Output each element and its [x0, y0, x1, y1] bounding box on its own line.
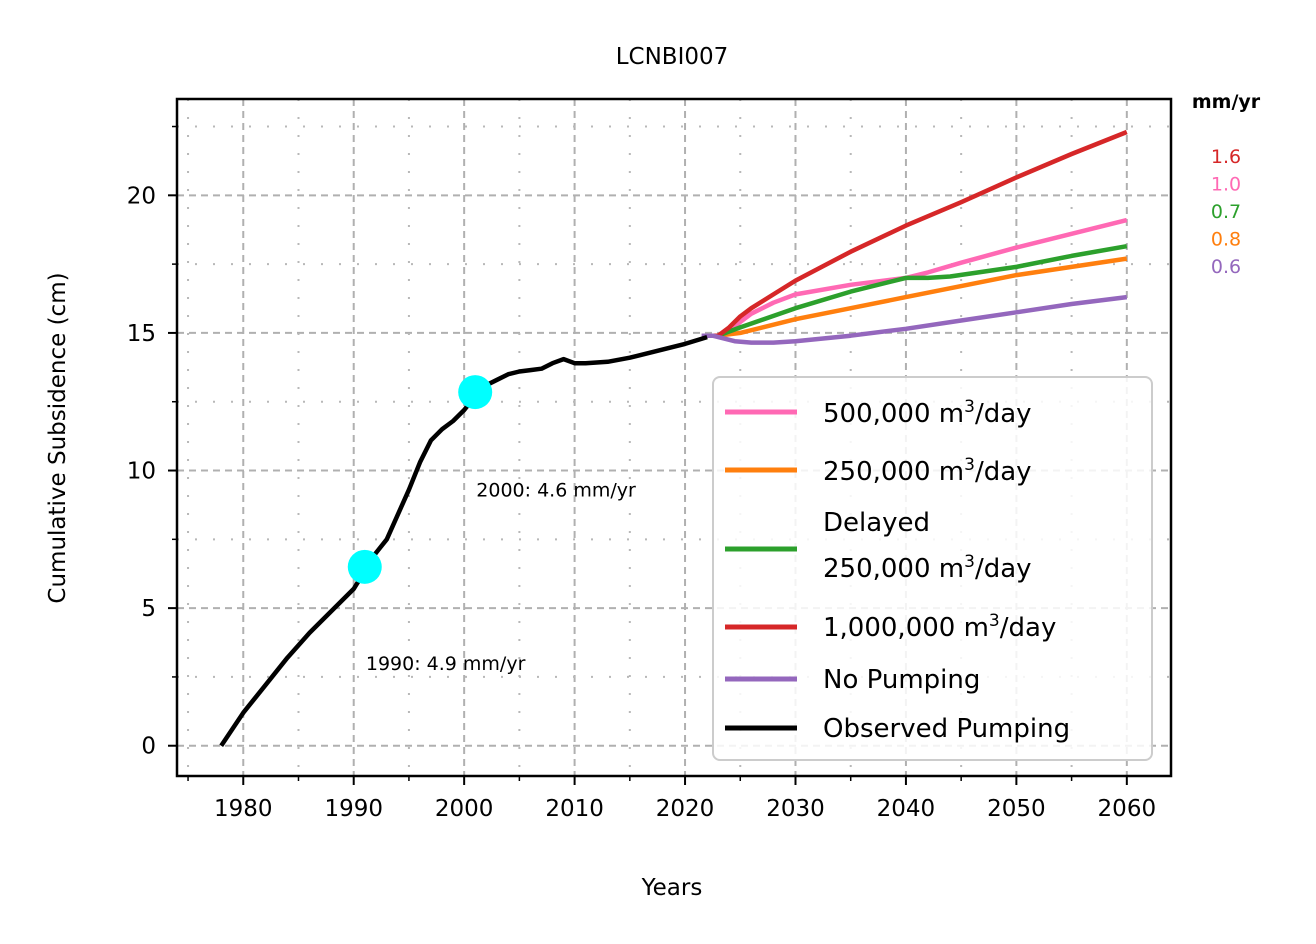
- annotations: 2000: 4.6 mm/yr 1990: 4.9 mm/yr: [366, 480, 636, 675]
- axis-ticks: 1980 1990 2000 2010 2020 2030 2040 2050 2060 0 5 10…: [127, 125, 1157, 822]
- legend-label-2-0: Delayed: [823, 508, 930, 538]
- rate-labels: 1.6 1.0 0.7 0.8 0.6: [1211, 146, 1241, 278]
- chart-title: LCNBI007: [616, 44, 729, 70]
- rate-label-0: 1.6: [1211, 146, 1241, 168]
- annotation-1: 1990: 4.9 mm/yr: [366, 653, 526, 675]
- y-tick-label-0: 0: [141, 734, 156, 760]
- x-tick-label-1980: 1980: [214, 796, 273, 822]
- legend-label-0-0: 500,000 m3/day: [823, 397, 1032, 429]
- legend-label-3-0: 1,000,000 m3/day: [823, 611, 1056, 643]
- x-tick-label-2010: 2010: [545, 796, 604, 822]
- x-tick-label-1990: 1990: [324, 796, 383, 822]
- y-tick-label-20: 20: [127, 183, 156, 209]
- legend-label-1-0: 250,000 m3/day: [823, 455, 1032, 487]
- rate-label-4: 0.6: [1211, 256, 1241, 278]
- legend-label-4-0: No Pumping: [823, 665, 980, 695]
- legend-label-2-1: 250,000 m3/day: [823, 552, 1032, 584]
- x-tick-label-2060: 2060: [1098, 796, 1157, 822]
- rate-label-2: 0.7: [1211, 201, 1241, 223]
- annotation-0: 2000: 4.6 mm/yr: [476, 480, 636, 502]
- legend-box: [712, 376, 1153, 761]
- y-tick-label-10: 10: [127, 459, 156, 485]
- series-line-no-pumping: [701, 294, 1128, 345]
- x-tick-label-2030: 2030: [766, 796, 825, 822]
- rate-header: mm/yr: [1192, 91, 1261, 113]
- y-tick-label-15: 15: [127, 321, 156, 347]
- plot-frame: [175, 97, 1173, 778]
- highlight-point-2001: [458, 375, 493, 410]
- series-lines: [219, 129, 1128, 747]
- highlight-point-1991: [347, 549, 382, 584]
- series-line-delayed-250-000-m: [707, 243, 1128, 338]
- y-tick-label-5: 5: [141, 596, 156, 622]
- x-tick-label-2000: 2000: [435, 796, 494, 822]
- legend: 500,000 m3/day 250,000 m3/day Delayed 250,0…: [712, 376, 1153, 761]
- y-axis-label: Cumulative Subsidence (cm): [45, 272, 71, 603]
- rate-label-1: 1.0: [1211, 174, 1241, 196]
- legend-label-5-0: Observed Pumping: [823, 714, 1070, 744]
- x-tick-label-2020: 2020: [656, 796, 715, 822]
- rate-label-3: 0.8: [1211, 229, 1241, 251]
- x-axis-label: Years: [641, 875, 703, 901]
- x-tick-label-2050: 2050: [987, 796, 1046, 822]
- series-line-1-000-000-m: [707, 129, 1128, 338]
- x-tick-label-2040: 2040: [877, 796, 936, 822]
